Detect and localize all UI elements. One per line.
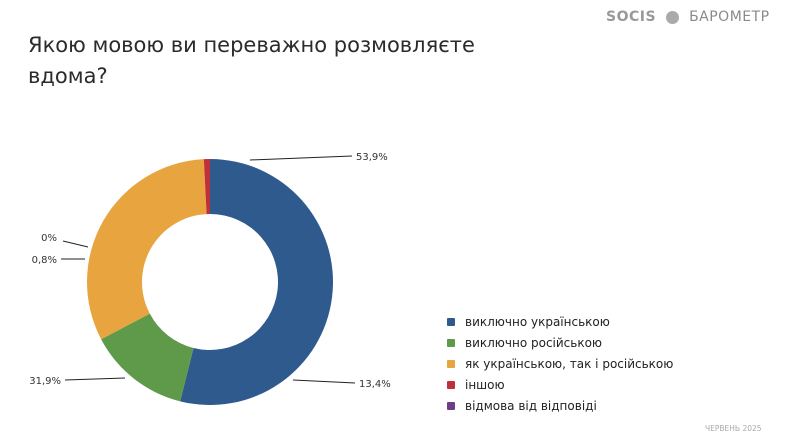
leader-line <box>249 155 353 161</box>
legend-label: виключно українською <box>465 314 610 329</box>
chart-title: Якою мовою ви переважно розмовляєте вдом… <box>28 33 475 88</box>
leader-line <box>62 240 89 248</box>
legend-item: як українською, так і російською <box>447 353 673 374</box>
data-label: 0% <box>41 233 57 244</box>
survey-date: ЧЕРВЕНЬ 2025 <box>705 424 762 433</box>
donut-slice <box>180 159 334 405</box>
donut-slice <box>203 159 210 215</box>
legend-swatch <box>447 401 455 410</box>
legend-item: виключно російською <box>447 332 673 353</box>
data-label: 0,8% <box>32 255 57 266</box>
product-name: БАРОМЕТР <box>689 9 770 25</box>
data-label: 53,9% <box>356 152 388 163</box>
legend-item: виключно українською <box>447 311 673 332</box>
legend: виключно українською виключно російською я… <box>447 311 673 416</box>
legend-label: іншою <box>465 377 505 392</box>
legend-swatch <box>447 359 455 368</box>
leader-line <box>292 379 356 384</box>
legend-label: виключно російською <box>465 335 603 350</box>
legend-swatch <box>447 317 455 326</box>
legend-item: іншою <box>447 374 673 395</box>
brand: SOCIS БАРОМЕТР <box>606 9 770 25</box>
leader-line <box>64 377 126 381</box>
socis-logo: SOCIS <box>606 9 657 25</box>
legend-label: відмова від відповіді <box>465 398 597 413</box>
globe-icon <box>666 10 680 24</box>
legend-label: як українською, так і російською <box>465 356 674 371</box>
legend-item: відмова від відповіді <box>447 395 673 416</box>
legend-swatch <box>447 380 455 389</box>
donut-slice <box>101 313 194 402</box>
donut-slice <box>87 159 207 340</box>
data-label: 13,4% <box>359 379 391 390</box>
legend-swatch <box>447 338 455 347</box>
data-label: 31,9% <box>29 376 61 387</box>
